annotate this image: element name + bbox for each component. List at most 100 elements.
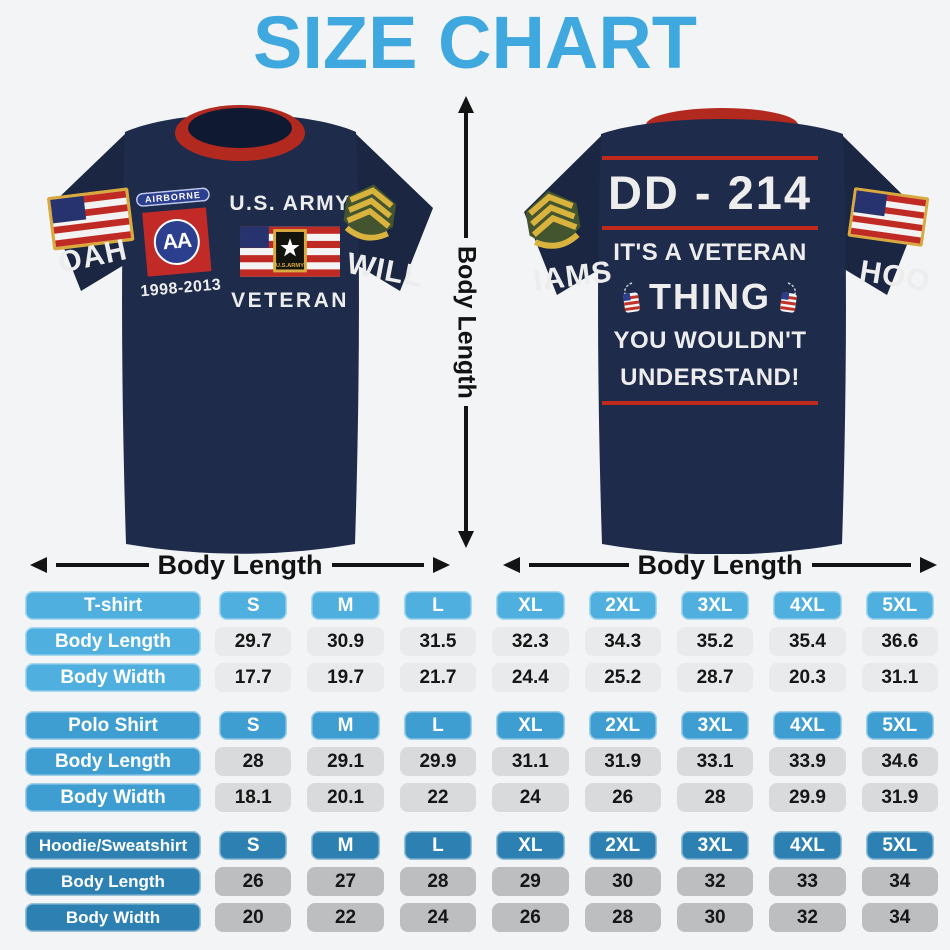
back-print-line5: UNDERSTAND! (620, 363, 800, 391)
size-header-cell: L (403, 711, 473, 740)
measurement-value-cell: 17.7 (215, 663, 292, 692)
measurement-value-cell: 30 (676, 903, 754, 932)
size-header-cell: 5XL (865, 591, 934, 620)
size-header-cell: L (403, 591, 473, 620)
measurement-value-cell: 19.7 (307, 663, 384, 692)
size-header-cell: M (311, 831, 380, 860)
aa-patch-icon: AA (142, 207, 212, 277)
svg-text:U.S.ARMY: U.S.ARMY (276, 263, 304, 269)
rank-chevron-icon (337, 179, 400, 257)
back-print-line3: THING (649, 275, 771, 317)
size-header-cell: 2XL (588, 711, 657, 740)
measurement-value-cell: 18.1 (215, 783, 292, 812)
body-length-arrow-front: Body Length (30, 546, 451, 584)
size-header-cell: 3XL (680, 591, 750, 620)
measurement-value-cell: 28.7 (676, 663, 754, 692)
measurement-value-cell: 33.9 (769, 747, 846, 776)
dog-tag-icon (622, 282, 641, 313)
measurement-value-cell: 30.9 (307, 627, 384, 656)
measurement-value-cell: 28 (584, 903, 661, 932)
chest-print-front: U.S. ARMY U.S.ARMY VETERAN (229, 192, 349, 313)
measurement-value-cell: 26 (584, 783, 661, 812)
arrow-left-icon (503, 557, 520, 573)
measurement-value-cell: 24 (399, 903, 477, 932)
row-label: Body Length (25, 627, 201, 656)
army-flag-emblem-icon: U.S.ARMY (240, 226, 340, 277)
size-header-cell: 5XL (865, 711, 934, 740)
measurement-value-cell: 32 (676, 867, 754, 896)
measurement-value-cell: 22 (399, 783, 477, 812)
measurement-value-cell: 29.7 (215, 627, 292, 656)
measurement-value-cell: 31.9 (584, 747, 661, 776)
measurement-value-cell: 29 (492, 867, 569, 896)
measurement-value-cell: 26 (215, 867, 292, 896)
arrow-right-icon (920, 557, 938, 573)
size-header-cell: 3XL (680, 711, 750, 740)
measurement-value-cell: 33 (769, 867, 846, 896)
body-length-label-back: Body Length (637, 549, 803, 580)
arrow-down-icon (458, 531, 474, 549)
arrow-right-icon (433, 557, 451, 573)
measurement-value-cell: 32 (769, 903, 846, 932)
body-length-vertical-label: Body Length (452, 245, 481, 399)
print-divider (602, 400, 818, 405)
section-title: Hoodie/Sweatshirt (25, 831, 201, 860)
rank-chevron-icon (520, 184, 588, 267)
size-table-section-polo: Polo Shirt S M L XL 2XL 3XL 4XL 5XL Body… (25, 711, 940, 812)
chest-subtitle: VETERAN (231, 289, 349, 313)
row-label: Body Width (25, 663, 201, 692)
measurement-value-cell: 34.3 (584, 627, 661, 656)
measurement-value-cell: 29.9 (399, 747, 477, 776)
shirt-back-view: IAMS DD - 214 IT'S A VETERAN THING (498, 92, 946, 554)
back-print-line1: DD - 214 (607, 166, 813, 219)
size-table-section-hoodie: Hoodie/Sweatshirt S M L XL 2XL 3XL 4XL 5… (25, 831, 940, 932)
size-table-section-tshirt: T-shirt S M L XL 2XL 3XL 4XL 5XL Body Le… (25, 591, 940, 692)
size-header-cell: L (403, 831, 473, 860)
size-header-cell: XL (496, 711, 565, 740)
print-divider (602, 225, 818, 230)
measurement-value-cell: 36.6 (861, 627, 938, 656)
chest-title: U.S. ARMY (229, 192, 351, 215)
measurement-value-cell: 29.1 (307, 747, 384, 776)
measurement-value-cell: 28 (399, 867, 477, 896)
measurement-value-cell: 31.1 (861, 663, 938, 692)
measurement-value-cell: 34 (861, 903, 938, 932)
size-header-cell: M (311, 591, 380, 620)
dog-tag-icon (779, 282, 797, 313)
measurement-value-cell: 32.3 (492, 627, 569, 656)
size-header-cell: S (219, 711, 288, 740)
arrow-up-icon (458, 96, 474, 113)
row-label: Body Length (25, 867, 201, 896)
measurement-value-cell: 24.4 (492, 663, 569, 692)
size-header-cell: 4XL (773, 831, 842, 860)
size-header-cell: 2XL (588, 831, 657, 860)
measurement-value-cell: 20.3 (769, 663, 846, 692)
measurement-value-cell: 20 (215, 903, 292, 932)
back-print-line4: YOU WOULDN'T (613, 326, 807, 354)
measurement-value-cell: 35.4 (769, 627, 846, 656)
measurement-value-cell: 31.9 (861, 783, 938, 812)
measurement-value-cell: 31.5 (399, 627, 477, 656)
measurement-value-cell: 27 (307, 867, 384, 896)
measurement-value-cell: 34 (861, 867, 938, 896)
row-label: Body Width (25, 783, 201, 812)
tshirt-front-shape (48, 105, 433, 554)
back-print: DD - 214 IT'S A VETERAN THING (602, 156, 818, 405)
measurement-value-cell: 28 (676, 783, 754, 812)
section-title: Polo Shirt (25, 711, 201, 740)
us-flag-patch-icon (847, 187, 930, 252)
size-header-cell: XL (496, 831, 565, 860)
size-header-cell: S (219, 591, 288, 620)
row-label: Body Width (25, 903, 201, 932)
row-label: Body Length (25, 747, 201, 776)
measurement-value-cell: 26 (492, 903, 569, 932)
us-flag-patch-icon (47, 187, 136, 255)
measurement-value-cell: 30 (584, 867, 661, 896)
airborne-82nd-patch: AIRBORNE AA 1998-2013 (129, 186, 224, 301)
body-length-label-front: Body Length (157, 549, 323, 580)
measurement-value-cell: 21.7 (399, 663, 477, 692)
size-header-cell: S (219, 831, 288, 860)
size-header-cell: 4XL (773, 591, 842, 620)
measurement-value-cell: 31.1 (492, 747, 569, 776)
body-length-arrow-back: Body Length (503, 546, 938, 584)
